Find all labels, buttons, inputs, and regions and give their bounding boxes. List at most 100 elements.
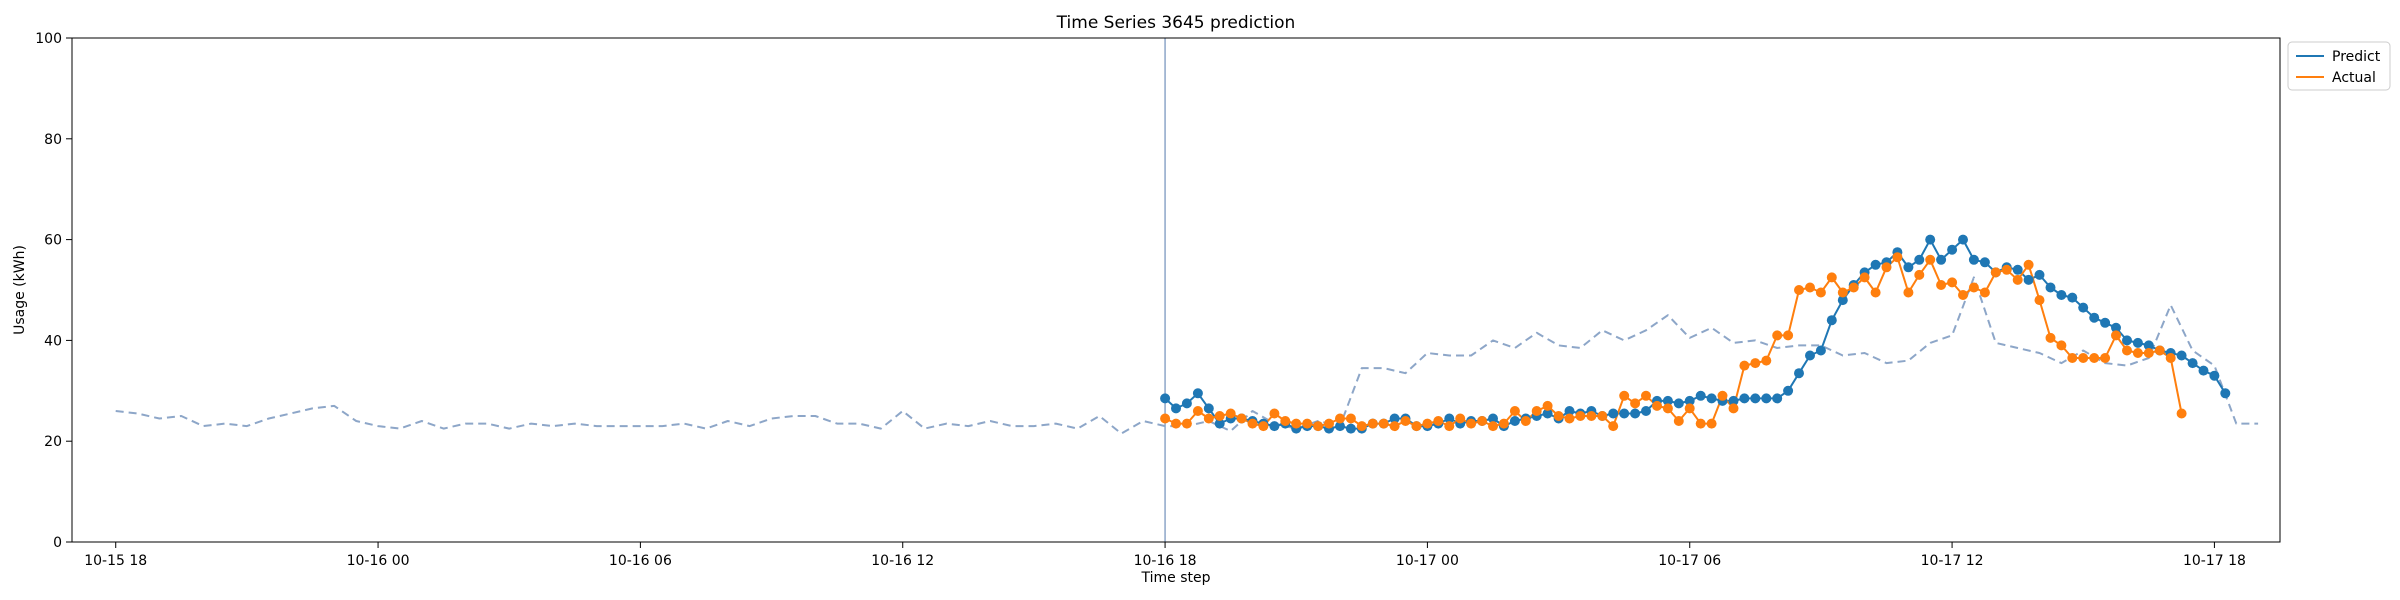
predict-point-82 <box>2056 290 2067 300</box>
actual-point-23 <box>1411 421 1422 432</box>
predict-point-93 <box>2176 350 2187 361</box>
actual-point-45 <box>1652 400 1662 411</box>
actual-point-39 <box>1586 411 1597 421</box>
actual-point-80 <box>2034 295 2045 306</box>
actual-point-8 <box>1247 418 1258 429</box>
x-tick-label-6: 10-17 06 <box>1658 553 1721 569</box>
actual-point-88 <box>2122 345 2132 356</box>
actual-point-66 <box>1881 262 1892 273</box>
actual-point-7 <box>1236 413 1247 424</box>
y-axis-title: Usage (kWh) <box>12 245 28 335</box>
actual-point-50 <box>1706 418 1717 429</box>
predict-point-37 <box>1564 406 1575 416</box>
actual-point-63 <box>1848 282 1859 293</box>
predict-point-60 <box>1815 345 1826 356</box>
actual-point-15 <box>1324 418 1334 429</box>
actual-point-71 <box>1936 280 1947 290</box>
actual-point-33 <box>1520 416 1531 426</box>
predict-point-69 <box>1914 254 1925 265</box>
actual-point-85 <box>2089 353 2100 363</box>
actual-point-26 <box>1444 421 1455 432</box>
actual-point-90 <box>2143 348 2154 358</box>
actual-point-93 <box>2176 408 2187 419</box>
actual-point-21 <box>1389 421 1400 432</box>
predict-point-78 <box>2012 264 2023 275</box>
actual-point-55 <box>1761 355 1772 366</box>
actual-point-49 <box>1695 418 1706 429</box>
actual-point-37 <box>1564 413 1575 424</box>
actual-point-67 <box>1892 252 1903 263</box>
actual-point-29 <box>1477 416 1488 426</box>
predict-point-74 <box>1968 254 1979 265</box>
actual-point-59 <box>1805 282 1815 293</box>
actual-point-46 <box>1662 403 1673 414</box>
predict-point-47 <box>1673 398 1684 409</box>
predict-point-32 <box>1509 416 1520 426</box>
x-tick-label-1: 10-16 00 <box>347 553 410 569</box>
x-tick-label-8: 10-17 18 <box>2183 553 2246 569</box>
predict-point-88 <box>2122 335 2132 346</box>
actual-point-61 <box>1826 272 1837 283</box>
actual-point-40 <box>1597 411 1608 421</box>
actual-point-81 <box>2045 332 2056 343</box>
x-tick-label-7: 10-17 12 <box>1921 553 1984 569</box>
actual-point-41 <box>1608 421 1619 432</box>
x-tick-label-4: 10-16 18 <box>1134 553 1197 569</box>
actual-point-73 <box>1958 290 1968 300</box>
legend: Predict Actual <box>2287 41 2391 91</box>
actual-point-35 <box>1542 400 1553 411</box>
history-line <box>115 276 2259 435</box>
actual-point-27 <box>1455 413 1466 424</box>
actual-point-51 <box>1717 390 1728 401</box>
predict-point-57 <box>1783 385 1794 396</box>
actual-point-54 <box>1750 358 1761 369</box>
predict-point-10 <box>1269 421 1280 432</box>
actual-point-22 <box>1400 416 1411 426</box>
actual-point-53 <box>1739 360 1750 371</box>
axes-layer: 0 20 40 60 80 100 10-15 18 10-16 00 10-16 06 10-1… <box>12 13 2281 586</box>
actual-point-62 <box>1837 287 1848 298</box>
predict-point-62 <box>1837 295 1848 306</box>
actual-point-13 <box>1302 418 1313 429</box>
predict-point-75 <box>1979 257 1990 268</box>
predict-point-81 <box>2045 282 2056 293</box>
actual-point-58 <box>1794 285 1804 295</box>
predict-point-54 <box>1750 393 1761 404</box>
actual-point-16 <box>1335 413 1345 424</box>
predict-point-26 <box>1444 413 1455 424</box>
actual-point-48 <box>1684 403 1695 414</box>
actual-point-24 <box>1422 418 1433 429</box>
y-tick-label-80: 80 <box>44 132 62 148</box>
actual-point-1 <box>1171 418 1181 429</box>
actual-point-19 <box>1367 418 1378 429</box>
predict-point-72 <box>1947 244 1958 255</box>
predict-point-95 <box>2198 365 2209 376</box>
actual-point-84 <box>2078 353 2089 363</box>
actual-point-91 <box>2154 345 2165 356</box>
predict-point-21 <box>1389 413 1400 424</box>
actual-point-79 <box>2023 259 2034 270</box>
x-tick-label-2: 10-16 06 <box>609 553 672 569</box>
predict-point-89 <box>2132 337 2143 348</box>
actual-point-5 <box>1214 411 1225 421</box>
legend-label-predict: Predict <box>2332 49 2381 65</box>
predict-point-52 <box>1728 395 1739 406</box>
actual-point-30 <box>1488 421 1498 432</box>
predict-point-58 <box>1794 368 1804 379</box>
plot-frame <box>71 37 2281 543</box>
legend-label-actual: Actual <box>2332 70 2376 86</box>
predict-point-86 <box>2100 317 2111 328</box>
predict-point-30 <box>1488 413 1498 424</box>
predict-point-55 <box>1761 393 1772 404</box>
plot-lines-layer <box>115 38 2259 542</box>
actual-point-47 <box>1673 416 1684 426</box>
actual-point-34 <box>1531 406 1542 416</box>
predict-point-84 <box>2078 302 2089 313</box>
actual-point-60 <box>1815 287 1826 298</box>
predict-point-48 <box>1684 395 1695 406</box>
actual-point-28 <box>1466 418 1477 429</box>
predict-point-90 <box>2143 340 2154 351</box>
predict-point-73 <box>1958 234 1968 245</box>
predict-point-42 <box>1619 408 1630 419</box>
